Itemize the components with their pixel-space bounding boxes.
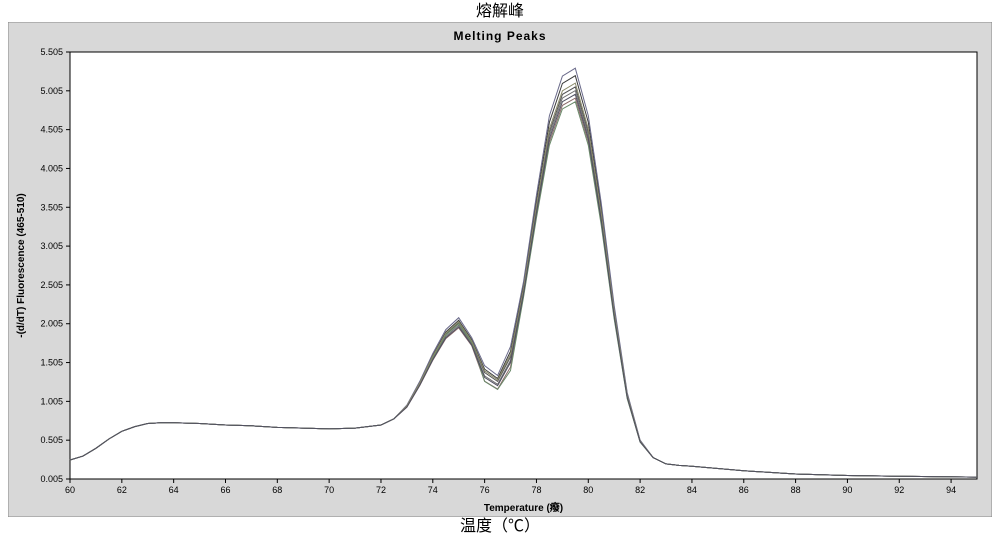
svg-text:80: 80 — [583, 485, 593, 495]
svg-text:82: 82 — [635, 485, 645, 495]
svg-text:0.005: 0.005 — [40, 474, 63, 484]
outer-top-label: 熔解峰 — [0, 0, 1000, 22]
svg-text:72: 72 — [376, 485, 386, 495]
svg-text:64: 64 — [169, 485, 179, 495]
svg-text:68: 68 — [272, 485, 282, 495]
svg-text:5.005: 5.005 — [40, 86, 63, 96]
svg-text:-(d/dT) Fluorescence (465-510): -(d/dT) Fluorescence (465-510) — [16, 193, 27, 337]
svg-text:76: 76 — [480, 485, 490, 495]
svg-text:60: 60 — [65, 485, 75, 495]
svg-text:1.505: 1.505 — [40, 358, 63, 368]
svg-text:2.505: 2.505 — [40, 280, 63, 290]
svg-text:Temperature (癈): Temperature (癈) — [484, 501, 563, 514]
svg-text:78: 78 — [531, 485, 541, 495]
svg-text:92: 92 — [894, 485, 904, 495]
svg-text:2.005: 2.005 — [40, 319, 63, 329]
svg-text:4.505: 4.505 — [40, 125, 63, 135]
svg-text:4.005: 4.005 — [40, 163, 63, 173]
svg-text:62: 62 — [117, 485, 127, 495]
svg-text:66: 66 — [220, 485, 230, 495]
chart-panel: Melting Peaks 0.005 0.505 1.005 1.505 2.005 2.… — [8, 22, 992, 517]
svg-text:86: 86 — [739, 485, 749, 495]
outer-bottom-label: 温度（℃） — [0, 517, 1000, 537]
svg-text:70: 70 — [324, 485, 334, 495]
melt-curve-chart: Melting Peaks 0.005 0.505 1.005 1.505 2.005 2.… — [8, 22, 992, 517]
svg-text:3.005: 3.005 — [40, 241, 63, 251]
svg-text:1.005: 1.005 — [40, 396, 63, 406]
svg-text:0.505: 0.505 — [40, 435, 63, 445]
svg-text:3.505: 3.505 — [40, 202, 63, 212]
svg-text:74: 74 — [428, 485, 438, 495]
svg-text:Melting Peaks: Melting Peaks — [453, 29, 546, 43]
svg-text:84: 84 — [687, 485, 697, 495]
svg-text:88: 88 — [791, 485, 801, 495]
svg-text:5.505: 5.505 — [40, 47, 63, 57]
svg-text:90: 90 — [842, 485, 852, 495]
svg-text:94: 94 — [946, 485, 956, 495]
